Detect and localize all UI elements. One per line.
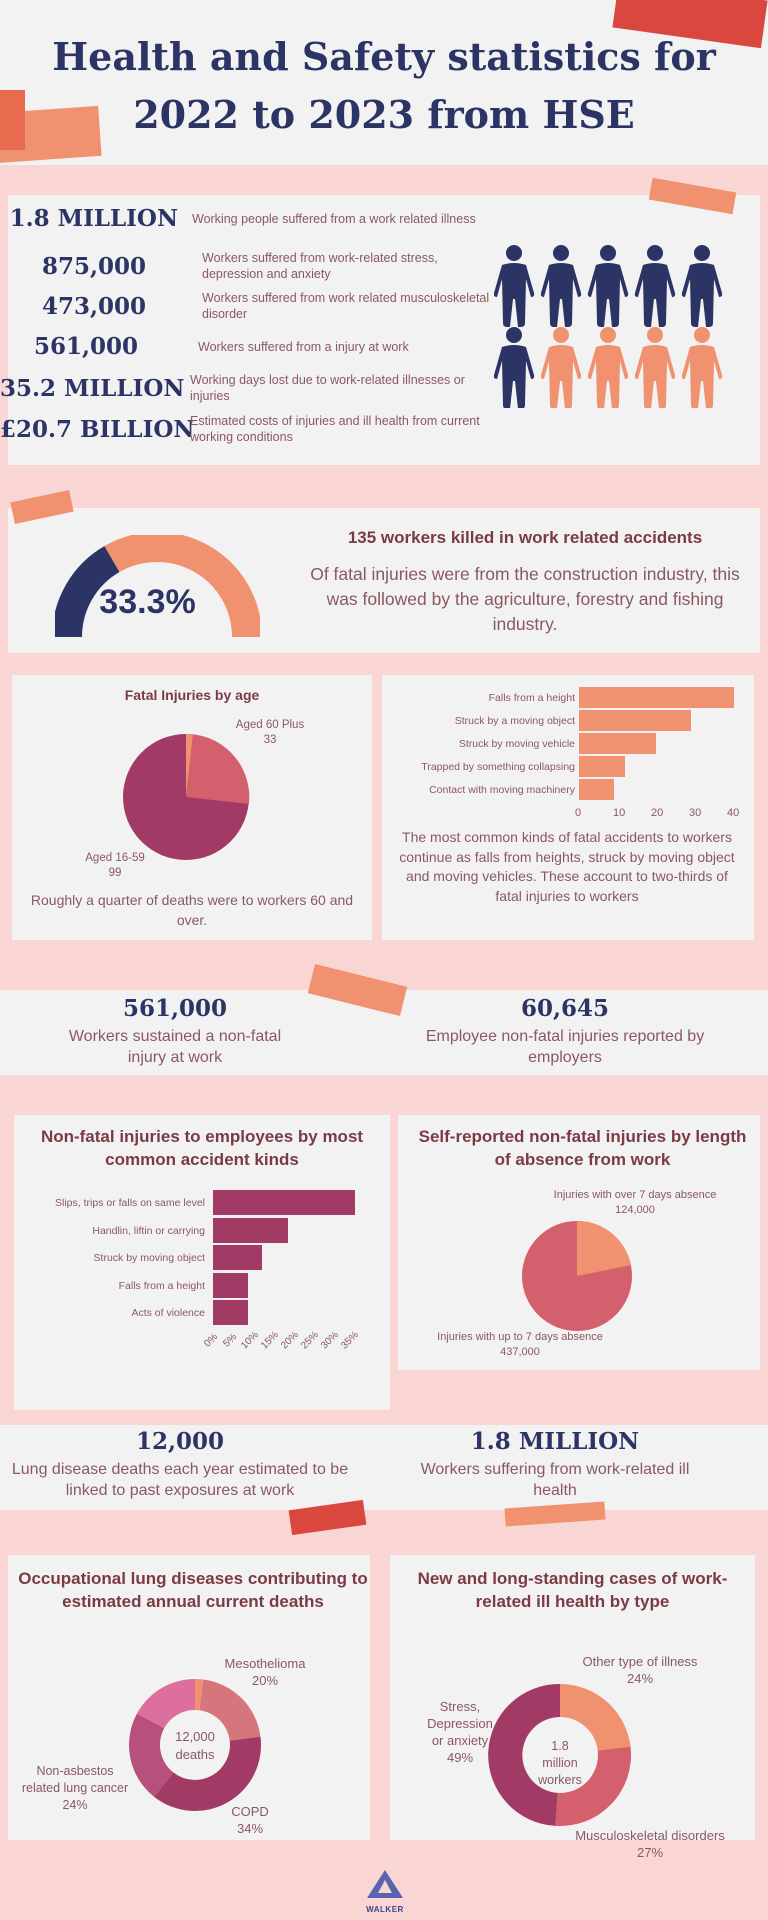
stat-row: 875,000 Workers suffered from work-relat… (41, 251, 438, 281)
bar (579, 710, 691, 731)
chart-title: Non-fatal injuries to employees by most … (40, 1127, 364, 1169)
bar (213, 1273, 248, 1298)
key-stats-panel (8, 195, 760, 465)
lung-donut (128, 1678, 262, 1812)
stat-row: 1.8 MILLION Working people suffered from… (9, 205, 476, 232)
mid-stats-panel (0, 1425, 768, 1510)
fatal-description: Of fatal injuries were from the construc… (310, 564, 740, 634)
donut-label: Other type of illness 24% (582, 1654, 698, 1686)
donut-label: Musculoskeletal disorders 27% (575, 1828, 725, 1860)
pie-label: Aged 16-59 99 (85, 852, 145, 879)
bar (579, 687, 734, 708)
fatal-gauge (51, 531, 262, 645)
donut-center-label: 1.8 million workers (538, 1739, 582, 1787)
bar (213, 1245, 262, 1270)
chart-title: New and long-standing cases of work-rela… (417, 1569, 728, 1611)
bar (579, 779, 614, 800)
nonfatal-kinds-panel (14, 1115, 390, 1410)
chart-title: Occupational lung diseases contributing … (18, 1569, 368, 1611)
bar (213, 1300, 248, 1325)
decorative-tape (0, 90, 25, 150)
bar (579, 756, 625, 777)
fatal-kinds-chart: Falls from a height Struck by a moving o… (385, 687, 755, 827)
fatal-age-pie (122, 733, 250, 861)
mid-stat: 1.8 MILLION Workers suffering from work-… (420, 1428, 690, 1499)
donut-label: Mesothelioma 20% (224, 1656, 306, 1688)
pie-label: Injuries with over 7 days absence 124,00… (553, 1189, 717, 1216)
chart-title: Self-reported non-fatal injuries by leng… (418, 1127, 747, 1169)
pie-label: Aged 60 Plus 33 (235, 719, 305, 746)
donut-label: COPD 34% (231, 1804, 269, 1836)
gauge-value: 33.3% (99, 583, 196, 621)
fatal-heading: 135 workers killed in work related accid… (347, 528, 703, 547)
mid-stat: 60,645 Employee non-fatal injuries repor… (425, 995, 705, 1066)
fatal-panel (8, 508, 760, 653)
stat-row: £20.7 BILLION Estimated costs of injurie… (0, 414, 480, 444)
stat-row: 35.2 MILLION Working days lost due to wo… (0, 373, 465, 403)
stat-row: 561,000 Workers suffered from a injury a… (33, 333, 409, 360)
nonfatal-kinds-chart: Slips, trips or falls on same level Hand… (20, 1190, 380, 1351)
chart-caption: Roughly a quarter of deaths were to work… (30, 892, 354, 928)
donut-label: Non-asbestos related lung cancer 24% (21, 1764, 129, 1812)
chart-caption: The most common kinds of fatal accidents… (399, 829, 735, 904)
fatal-kinds-panel (382, 675, 754, 940)
donut-label: Stress, Depression or anxiety 49% (427, 1699, 493, 1765)
bar (213, 1190, 355, 1215)
chart-title: Fatal Injuries by age (124, 687, 260, 703)
page-title: Health and Safety statistics for 2022 to… (52, 34, 716, 137)
mid-stat: 561,000 Workers sustained a non-fatal in… (68, 995, 282, 1066)
pie-label: Injuries with up to 7 days absence 437,0… (437, 1331, 603, 1358)
absence-pie (521, 1220, 633, 1332)
logo-triangle-icon (367, 1870, 403, 1898)
illhealth-donut (488, 1683, 632, 1827)
mid-stat: 12,000 Lung disease deaths each year est… (11, 1428, 349, 1499)
bar (579, 733, 656, 754)
stat-row: 473,000 Workers suffered from work relat… (41, 291, 490, 321)
people-icon-grid (493, 243, 734, 409)
walker-logo: WALKER (360, 1868, 410, 1918)
donut-center-label: 12,000 deaths (175, 1729, 215, 1762)
bar (213, 1218, 288, 1243)
